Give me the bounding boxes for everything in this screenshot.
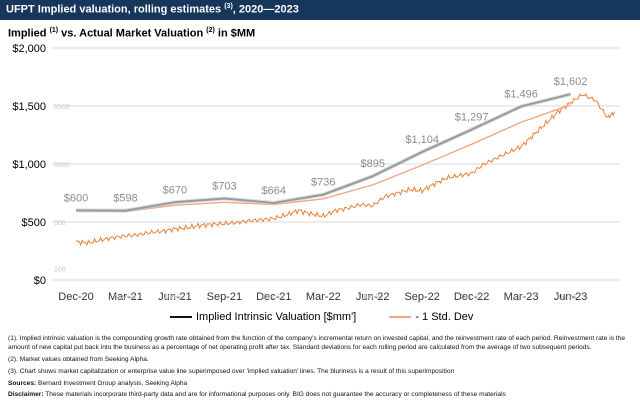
data-label: $736 [311, 177, 335, 189]
x-tick-label: Dec-20 [58, 291, 93, 303]
chart-title-part3: in $MM [214, 27, 256, 40]
legend-swatch-implied [170, 316, 192, 319]
chart-title-sup2: (2) [206, 27, 215, 34]
header-title-main: UFPT Implied valuation, rolling estimate… [6, 3, 222, 16]
ghost-y-label: 1000 [54, 162, 70, 169]
x-tick-label: Mar-21 [108, 291, 143, 303]
header-title-sup: (3) [224, 3, 233, 10]
x-tick-label: Mar-22 [306, 291, 341, 303]
data-label: $670 [163, 184, 187, 196]
ghost-y-label: 1500 [54, 104, 70, 111]
data-label: $600 [64, 192, 88, 204]
legend-label-std: - 1 Std. Dev [415, 311, 474, 323]
disclaimer-line: Disclaimer: These materials incorporate … [8, 391, 632, 400]
ghost-y-label: 500 [54, 220, 66, 227]
legend-item-implied: Implied Intrinsic Valuation [$mm'] [170, 311, 356, 323]
chart-title-part1: Implied [8, 27, 50, 40]
legend-swatch-std [389, 316, 412, 319]
footnotes: (1). Implied intrinsic valuation is the … [8, 335, 632, 403]
legend-item-std: - 1 Std. Dev [389, 311, 473, 323]
header-title: UFPT Implied valuation, rolling estimate… [6, 3, 299, 16]
ghost-y-label: 100 [54, 266, 66, 273]
x-tick-label: Sep-21 [207, 291, 242, 303]
sources-label: Sources: [8, 379, 37, 387]
valuation-chart: $0 $500 $1,000 $1,500 $2,000 1500 1000 500 100 De… [12, 43, 620, 303]
data-label: $1,297 [455, 112, 489, 124]
header-bar: UFPT Implied valuation, rolling estimate… [0, 0, 640, 20]
chart-title-part2: vs. Actual Market Valuation [58, 27, 207, 40]
x-tick-label: Mar-23 [504, 291, 539, 303]
ghost-x-label: Jun-21 [164, 294, 186, 301]
chart-title-sup1: (1) [49, 27, 59, 34]
disclaimer-label: Disclaimer: [8, 391, 44, 399]
ghost-x-label: Nov-21 [114, 294, 137, 301]
disclaimer-text: These materials incorporate third-party … [43, 391, 506, 399]
ghost-x-label: Jun-23 [555, 294, 577, 301]
chart-title: Implied (1) vs. Actual Market Valuation … [8, 27, 255, 40]
ghost-x-label: Jun-22 [362, 294, 384, 301]
data-label: $1,104 [405, 134, 439, 146]
data-label: $895 [360, 158, 384, 170]
x-tick-label: Dec-21 [256, 291, 291, 303]
chart-legend: Implied Intrinsic Valuation [$mm'] - 1 S… [170, 311, 503, 323]
data-label: $703 [212, 180, 236, 192]
x-tick-label: Jun-23 [554, 291, 588, 303]
ghost-x-label: Dec-22 [460, 294, 483, 301]
x-tick-label: Jun-22 [356, 291, 390, 303]
header-title-years: , 2020—2023 [232, 3, 299, 16]
x-tick-label: Sep-22 [404, 291, 439, 303]
y-tick-label: $1,500 [12, 101, 46, 113]
x-tick-label: Dec-22 [454, 291, 489, 303]
footnote-2: (2). Market values obtained from Seeking… [8, 355, 149, 363]
data-label: $1,602 [554, 76, 588, 88]
y-tick-label: $2,000 [12, 43, 46, 55]
data-label: $598 [113, 193, 137, 205]
ghost-x-label: Dec-21 [263, 294, 286, 301]
std-dev-line [75, 104, 571, 213]
x-tick-label: Jun-21 [158, 291, 192, 303]
y-tick-label: $500 [22, 217, 46, 229]
legend-label-implied: Implied Intrinsic Valuation [$mm'] [196, 311, 357, 323]
data-label: $664 [262, 185, 286, 197]
footnote-1: (1). Implied intrinsic valuation is the … [8, 335, 626, 351]
sources-line: Sources: Bernard Investment Group analys… [8, 380, 632, 389]
implied-valuation-halo [75, 92, 572, 213]
data-label: $1,496 [504, 88, 538, 100]
y-tick-label: $0 [34, 275, 46, 287]
y-tick-label: $1,000 [12, 159, 46, 171]
sources-text: Bernard Investment Group analysis, Seeki… [36, 379, 188, 387]
footnote-3: (3). Chart shows market capitalization o… [8, 367, 455, 375]
market-value-line [75, 92, 616, 247]
implied-valuation-line [75, 93, 571, 212]
